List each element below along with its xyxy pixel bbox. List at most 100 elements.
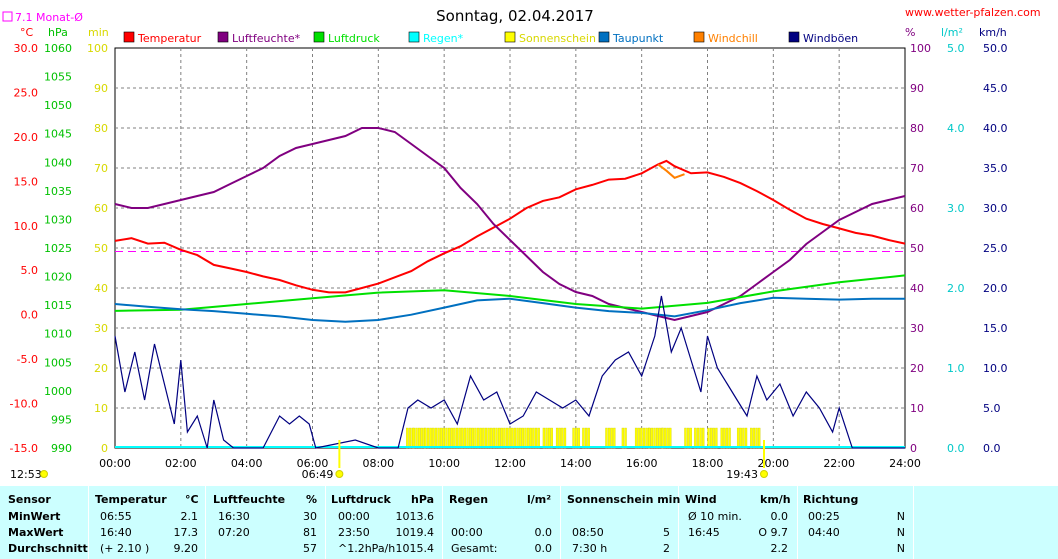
- moonrise-icon: [40, 470, 48, 478]
- temp-tick-label: 30.0: [14, 42, 39, 55]
- pressure-tick-label: 990: [51, 442, 72, 455]
- stat-label: MinWert: [8, 510, 61, 523]
- legend-label: Taupunkt: [612, 32, 664, 45]
- x-tick-label: 24:00: [889, 457, 921, 470]
- legend-swatch: [693, 31, 705, 43]
- legend-swatch: [313, 31, 325, 43]
- rain-tick-label: 2.0: [947, 282, 965, 295]
- stat-wind-v: O 9.7: [758, 526, 788, 539]
- legend-swatch: [123, 31, 135, 43]
- stat-sun-t: 08:50: [572, 526, 604, 539]
- hdr-press-unit: hPa: [411, 493, 435, 506]
- sunshine-bar: [661, 427, 664, 449]
- wind-tick-label: 50.0: [983, 42, 1008, 55]
- pressure-tick-label: 1015: [44, 299, 72, 312]
- legend-label: Luftfeuchte*: [232, 32, 301, 45]
- stat-press-v: 1013.6: [395, 510, 435, 523]
- sunshine-bar: [555, 427, 559, 449]
- stat-hum-v: 57: [303, 542, 317, 555]
- legend-swatch: [598, 31, 610, 43]
- sunshine-bar: [458, 427, 461, 449]
- sun-unit-label: min: [88, 26, 109, 39]
- sunshine-bar: [426, 427, 430, 449]
- pressure-tick-label: 1020: [44, 271, 72, 284]
- pressure-tick-label: 1035: [44, 185, 72, 198]
- sunshine-bar: [653, 427, 656, 449]
- sunshine-bar: [542, 427, 546, 449]
- wind-tick-label: 35.0: [983, 162, 1008, 175]
- pressure-tick-label: 1045: [44, 128, 72, 141]
- stat-sun-v: 2: [663, 542, 670, 555]
- wind-tick-label: 5.0: [983, 402, 1001, 415]
- stat-wind-t: 16:45: [688, 526, 720, 539]
- sun-tick-label: 80: [94, 122, 108, 135]
- chart-title: Sonntag, 02.04.2017: [436, 7, 594, 25]
- wind-tick-label: 10.0: [983, 362, 1008, 375]
- rain-unit-label: l/m²: [941, 26, 963, 39]
- sunshine-bar: [728, 427, 731, 449]
- pressure-tick-label: 1005: [44, 356, 72, 369]
- series-line-temperatur: [114, 159, 906, 294]
- sunshine-bar: [469, 427, 472, 449]
- stat-temp-t: 16:40: [100, 526, 132, 539]
- sunshine-bar: [534, 427, 538, 449]
- sunshine-bar: [516, 427, 519, 449]
- sunshine-bar: [621, 427, 625, 449]
- sunshine-bar: [453, 427, 456, 449]
- sunshine-bar: [548, 427, 551, 449]
- sun-tick-label: 90: [94, 82, 108, 95]
- sunshine-bar: [406, 427, 409, 449]
- sunshine-bar: [519, 427, 522, 449]
- hdr-press: Luftdruck: [331, 493, 391, 506]
- sunshine-bar: [645, 427, 648, 449]
- x-tick-label: 00:00: [99, 457, 131, 470]
- monthly-avg-marker: [2, 11, 13, 22]
- pressure-tick-label: 1010: [44, 328, 72, 341]
- legend-swatch: [408, 31, 420, 43]
- monthly-avg-label: 7.1 Monat-Ø: [15, 11, 83, 24]
- wind-tick-label: 0.0: [983, 442, 1001, 455]
- pressure-tick-label: 1025: [44, 242, 72, 255]
- stat-dir-v: N: [896, 510, 905, 523]
- humidity-tick-label: 10: [910, 402, 924, 415]
- stat-rain-v: 0.0: [534, 526, 553, 539]
- sunshine-bar: [694, 427, 697, 449]
- sunshine-bar: [607, 427, 611, 449]
- wind-tick-label: 30.0: [983, 202, 1008, 215]
- temp-tick-label: 5.0: [21, 264, 39, 277]
- rain-tick-label: 0.0: [947, 442, 965, 455]
- temp-tick-label: -15.0: [10, 442, 38, 455]
- series-line-windben: [114, 295, 905, 449]
- hdr-hum-unit: %: [306, 493, 318, 506]
- sunshine-bar: [408, 427, 412, 449]
- stat-hum-v: 30: [303, 510, 317, 523]
- humidity-tick-label: 20: [910, 362, 924, 375]
- hdr-sensor: Sensor: [8, 493, 51, 506]
- pressure-tick-label: 995: [51, 413, 72, 426]
- humidity-tick-label: 40: [910, 282, 924, 295]
- stat-dir-v: N: [896, 526, 905, 539]
- sunshine-bar: [450, 427, 453, 449]
- sunrise-icon: [335, 470, 344, 478]
- sunshine-bar: [561, 427, 564, 449]
- sunshine-bar: [474, 427, 477, 449]
- pressure-tick-label: 1000: [44, 385, 72, 398]
- sunshine-bar: [686, 427, 690, 449]
- sunshine-bar: [750, 427, 753, 449]
- x-tick-label: 12:00: [494, 457, 526, 470]
- sunshine-bar: [720, 427, 723, 449]
- sun-tick-label: 100: [87, 42, 108, 55]
- x-tick-label: 16:00: [626, 457, 658, 470]
- sunshine-bar: [432, 427, 435, 449]
- stat-temp-v: 9.20: [173, 542, 199, 555]
- sunshine-bar: [532, 427, 535, 449]
- x-tick-label: 14:00: [560, 457, 592, 470]
- sunshine-bar: [658, 427, 661, 449]
- humidity-tick-label: 50: [910, 242, 924, 255]
- sun-tick-label: 20: [94, 362, 108, 375]
- temp-tick-label: 25.0: [14, 86, 39, 99]
- sunshine-bar: [613, 427, 616, 449]
- sunshine-bar: [445, 427, 448, 449]
- pressure-tick-label: 1040: [44, 156, 72, 169]
